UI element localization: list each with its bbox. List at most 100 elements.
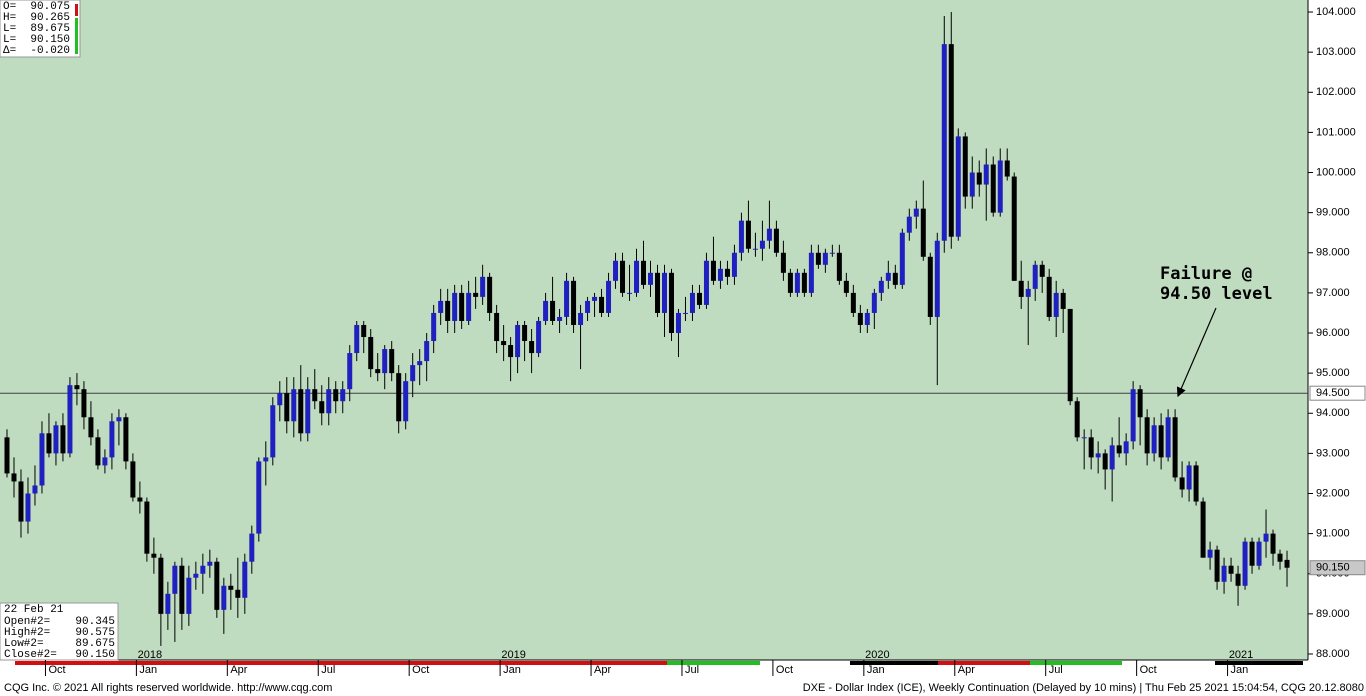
last-price-label: 90.150 [1316,562,1350,574]
reference-box [1309,385,1366,401]
candle-body [543,300,549,321]
candle-body [627,292,633,294]
candle-body [724,268,730,277]
info-label: Δ= [3,45,16,57]
y-tick-label: 95.000 [1316,367,1350,379]
candle-body [1151,425,1157,454]
candle-body [920,208,926,257]
candle-body [60,425,66,454]
candle-body [1186,465,1192,490]
x-tick-label: Jan [1231,664,1249,676]
candle-body [1158,425,1164,458]
candle-body [1144,417,1150,454]
year-label: 2020 [865,649,889,661]
candle-body [766,228,772,241]
candle-body [1018,280,1024,297]
candle-body [228,585,234,590]
candle-body [1249,541,1255,566]
candle-body [39,433,45,486]
candle-body [438,300,444,313]
candle-body [1004,160,1010,177]
candle-body [410,365,416,382]
candle-body [193,573,199,578]
cursor-label: Open#2= [4,616,50,628]
candle-body [927,256,933,317]
candle-body [214,561,220,610]
x-tick-label: Apr [594,664,611,676]
candle-body [515,324,521,358]
y-tick-label: 88.000 [1316,648,1350,660]
candle-body [955,136,961,237]
info-value: 90.150 [30,34,70,46]
candle-body [620,260,626,293]
candle-body [242,561,248,598]
candle-body [326,389,332,414]
cursor-lines: Open#2= 90.345 High#2= 90.575 Low#2= 89.675 Cl… [4,616,115,661]
candle-body [235,589,241,598]
candle-body [256,461,262,534]
x-tick-label: Apr [230,664,247,676]
candle-body [74,385,80,390]
candle-body [634,260,640,293]
candle-body [759,240,765,249]
candle-body [109,421,115,458]
y-tick-label: 91.000 [1316,528,1350,540]
candle-body [354,324,360,354]
strip-segment [667,661,760,665]
y-tick-label: 102.000 [1316,86,1356,98]
candle-body [473,292,479,297]
candle-body [46,433,52,454]
candle-body [165,593,171,614]
info-value: -0.020 [30,45,70,57]
candle-body [710,260,716,281]
candle-body [130,461,136,498]
candle-body [1263,533,1269,542]
annotation-arrow [1176,307,1217,398]
candle-body [1067,308,1073,402]
y-tick-label: 89.000 [1316,608,1350,620]
candle-body [585,300,591,313]
candle-body [969,172,975,197]
candle-body [1228,565,1234,574]
candle-body [151,553,157,558]
x-tick-label: Jan [503,664,521,676]
candle-body [787,272,793,293]
y-tick-label: 104.000 [1316,6,1356,18]
candle-body [1116,445,1122,454]
candle-body [850,292,856,313]
candle-body [1130,389,1136,442]
strip-segment [1215,661,1303,665]
candle-body [424,341,430,362]
candle-body [997,160,1003,213]
strip-segment [15,661,667,665]
info-label: O= [3,1,16,13]
candle-body [773,228,779,253]
candle-body [1060,292,1066,309]
candle-body [857,312,863,325]
candle-body [403,381,409,422]
candle-body [1032,264,1038,289]
candle-body [1256,541,1262,566]
candle-body [382,349,388,374]
candle-body [675,312,681,334]
candle-body [312,389,318,402]
candle-body [459,292,465,321]
candle-body [200,565,206,574]
candle-body [578,312,584,325]
candle-body [1102,453,1108,470]
candle-body [1193,465,1199,502]
cursor-date: 22 Feb 21 [4,604,64,616]
candle-body [864,312,870,325]
candle-body [843,280,849,293]
candle-body [1214,549,1220,582]
candle-body [752,248,758,250]
candle-body [913,208,919,217]
info-value: 89.675 [30,23,70,35]
candle-body [186,577,192,614]
x-tick-label: Jul [321,664,335,676]
strip-segment [850,661,938,665]
info-lines: O= 90.075 H= 90.265 L= 89.675 L= 90.150 Δ= -0.020 [3,1,70,57]
info-value: 90.265 [30,12,70,24]
candle-body [480,276,486,297]
footer-left: CQG Inc. © 2021 All rights reserved worl… [4,682,332,694]
